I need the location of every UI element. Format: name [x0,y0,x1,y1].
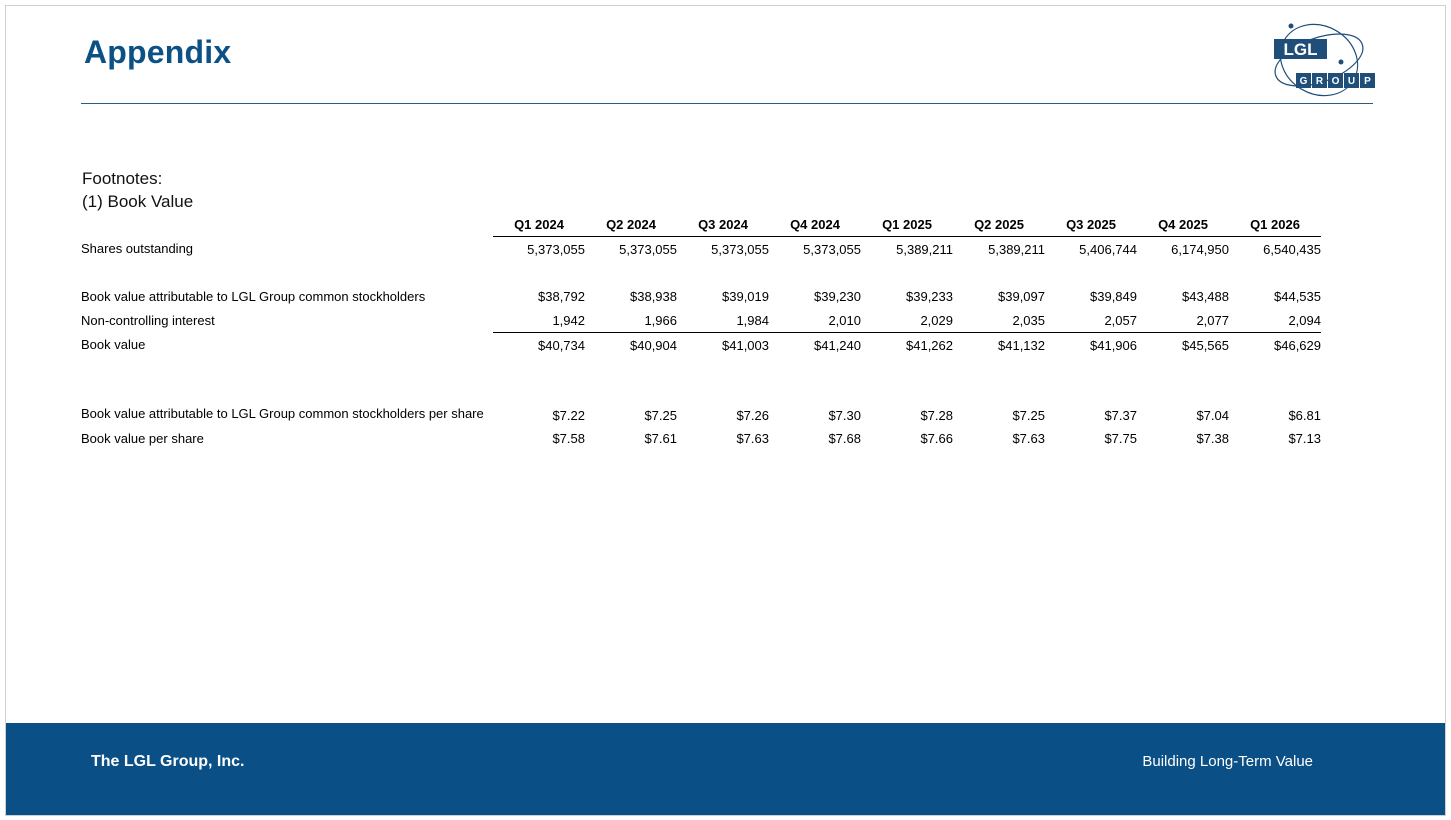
column-header: Q2 2024 [585,212,677,237]
table-row-book-value-attributable: Book value attributable to LGL Group com… [78,284,1321,308]
cell-value: $39,019 [722,288,769,304]
row-label: Book value attributable to LGL Group com… [81,288,426,304]
cell-value: $7.25 [1012,408,1045,423]
cell-value: $7.26 [736,408,769,423]
cell-value: $41,240 [814,337,861,353]
table-row-book-value-per-share: Book value per share $7.58 $7.61 $7.63 $… [78,426,1321,450]
table-row-book-value: Book value $40,734 $40,904 $41,003 $41,2… [78,333,1321,358]
footer-company: The LGL Group, Inc. [91,753,245,770]
footnote-item: (1) Book Value [82,192,194,211]
book-value-table: Q1 2024 Q2 2024 Q3 2024 Q4 2024 Q1 2025 … [78,212,1321,450]
header-blank [78,212,493,237]
cell-value: 6,540,435 [1263,241,1321,257]
column-header: Q1 2024 [493,212,585,237]
cell-value: 2,029 [861,308,953,333]
cell-value: $7.63 [1012,430,1045,446]
column-header: Q2 2025 [953,212,1045,237]
footnotes-heading: Footnotes: [82,169,163,188]
cell-value: $39,849 [1090,288,1137,304]
cell-value: $7.30 [828,408,861,423]
cell-value: $45,565 [1182,337,1229,353]
logo-letter: U [1348,76,1355,87]
cell-value: 5,373,055 [527,241,585,257]
cell-value: $44,535 [1274,288,1321,304]
spacer-row [78,261,1321,284]
cell-value: 5,373,055 [619,241,677,257]
title-divider [81,103,1373,104]
logo-letter: O [1332,76,1340,87]
cell-value: 2,077 [1137,308,1229,333]
cell-value: $7.63 [736,430,769,446]
cell-value: 5,373,055 [803,241,861,257]
cell-value: 5,406,744 [1079,241,1137,257]
cell-value: $7.04 [1196,408,1229,423]
cell-value: 1,966 [585,308,677,333]
cell-value: $6.81 [1288,408,1321,423]
column-header: Q1 2026 [1229,212,1321,237]
table-header-row: Q1 2024 Q2 2024 Q3 2024 Q4 2024 Q1 2025 … [78,212,1321,237]
cell-value: 2,010 [769,308,861,333]
cell-value: 1,942 [493,308,585,333]
table-row-non-controlling-interest: Non-controlling interest 1,942 1,966 1,9… [78,308,1321,333]
cell-value: $39,097 [998,288,1045,304]
cell-value: 2,035 [953,308,1045,333]
cell-value: 2,057 [1045,308,1137,333]
cell-value: 5,373,055 [711,241,769,257]
logo-letter: G [1300,76,1308,87]
cell-value: 6,174,950 [1171,241,1229,257]
column-header: Q3 2025 [1045,212,1137,237]
cell-value: $7.37 [1104,408,1137,423]
row-label: Shares outstanding [81,241,194,257]
cell-value: 5,389,211 [896,241,953,257]
footer-tagline: Building Long-Term Value [1142,753,1313,770]
cell-value: 2,094 [1229,308,1321,333]
cell-value: $7.13 [1288,430,1321,446]
table-row-shares-outstanding: Shares outstanding 5,373,055 5,373,055 5… [78,237,1321,262]
cell-value: 5,389,211 [988,241,1045,257]
column-header: Q4 2024 [769,212,861,237]
column-header: Q1 2025 [861,212,953,237]
slide: Appendix LGL G R O U P Footnotes: (1) Bo… [5,5,1446,816]
cell-value: $41,003 [722,337,769,353]
cell-value: $7.22 [552,408,585,423]
row-label: Book value per share [81,430,204,446]
column-header: Q4 2025 [1137,212,1229,237]
cell-value: $43,488 [1182,288,1229,304]
cell-value: $46,629 [1274,337,1321,353]
logo-letter: R [1316,76,1324,87]
cell-value: $7.58 [552,430,585,446]
cell-value: $39,230 [814,288,861,304]
cell-value: $40,734 [538,337,585,353]
footer-bar: The LGL Group, Inc. Building Long-Term V… [6,723,1445,815]
cell-value: $7.66 [920,430,953,446]
cell-value: $7.75 [1104,430,1137,446]
cell-value: $38,938 [630,288,677,304]
cell-value: $7.61 [644,430,677,446]
cell-value: $7.68 [828,430,861,446]
column-header: Q3 2024 [677,212,769,237]
row-label: Book value [81,337,146,353]
row-label: Book value attributable to LGL Group com… [81,406,484,421]
cell-value: $7.25 [644,408,677,423]
cell-value: $39,233 [906,288,953,304]
cell-value: 1,984 [677,308,769,333]
cell-value: $38,792 [538,288,585,304]
footnotes: Footnotes: (1) Book Value [82,167,193,213]
cell-value: $41,262 [906,337,953,353]
cell-value: $41,906 [1090,337,1137,353]
logo-top-text: LGL [1284,40,1318,59]
cell-value: $7.38 [1196,430,1229,446]
row-label: Non-controlling interest [81,312,215,328]
logo-letter: P [1364,76,1371,87]
cell-value: $41,132 [998,337,1045,353]
table-row-book-value-attributable-per-share: Book value attributable to LGL Group com… [78,381,1321,426]
lgl-group-logo: LGL G R O U P [1274,23,1375,97]
logo-group-letters: G R O U P [1296,73,1375,88]
spacer-row [78,357,1321,381]
cell-value: $40,904 [630,337,677,353]
cell-value: $7.28 [920,408,953,423]
page-title: Appendix [84,34,232,70]
